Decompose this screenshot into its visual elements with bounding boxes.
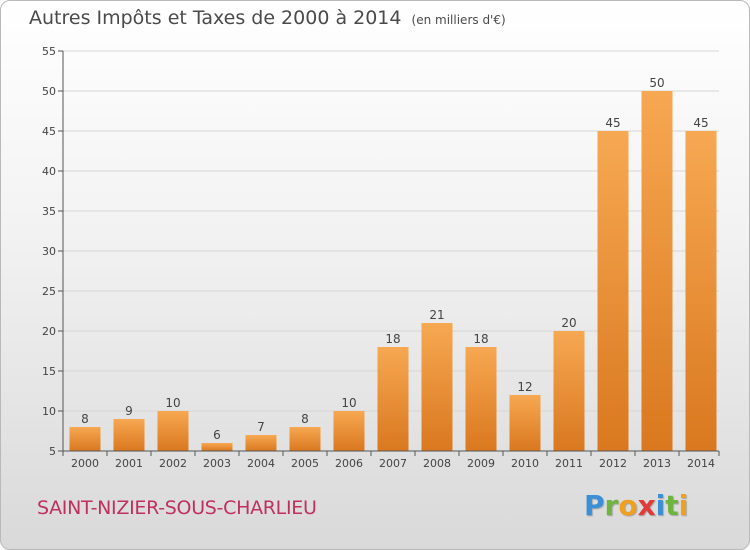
bars [69,91,717,451]
commune-name: SAINT-NIZIER-SOUS-CHARLIEU [37,497,317,519]
y-tick-label: 30 [42,245,56,258]
proxiti-logo: Proxiti [584,489,688,522]
logo-letter: i [655,489,666,522]
bar-2000 [69,427,101,451]
value-label-2014: 45 [693,116,708,130]
x-tick-label-2009: 2009 [467,457,495,470]
bar-2010 [509,395,541,451]
x-tick-label-2002: 2002 [159,457,187,470]
x-tick-label-2003: 2003 [203,457,231,470]
x-tick-label-2005: 2005 [291,457,319,470]
logo-letter: i [678,489,689,522]
x-tick-label-2006: 2006 [335,457,363,470]
y-tick-label: 55 [42,45,56,58]
y-tick-label: 5 [49,445,56,458]
value-label-2008: 21 [429,308,444,322]
x-tick-label-2014: 2014 [687,457,715,470]
logo-letter: x [637,489,656,522]
bar-2013 [641,91,673,451]
x-tick-label-2010: 2010 [511,457,539,470]
y-tick-label: 45 [42,125,56,138]
bar-2003 [201,443,233,451]
value-label-2010: 12 [517,380,532,394]
y-tick-label: 40 [42,165,56,178]
value-label-2007: 18 [385,332,400,346]
x-tick-label-2013: 2013 [643,457,671,470]
chart-unit: (en milliers d'€) [411,13,506,27]
y-tick-label: 10 [42,405,56,418]
bar-2001 [113,419,145,451]
bar-2007 [377,347,409,451]
x-tick-label-2000: 2000 [71,457,99,470]
x-tick-label-2012: 2012 [599,457,627,470]
labels: 5 10 15 20 25 30 35 40 45 50 55 8 2000 9 2001 10 2002 6 20… [42,45,715,470]
bar-2012 [597,131,629,451]
logo-letter: r [604,489,619,522]
bar-2006 [333,411,365,451]
value-label-2006: 10 [341,396,356,410]
value-label-2000: 8 [81,412,89,426]
bar-2011 [553,331,585,451]
x-tick-label-2001: 2001 [115,457,143,470]
bar-2008 [421,323,453,451]
y-tick-label: 15 [42,365,56,378]
bar-2014 [685,131,717,451]
logo-letter: o [618,489,638,522]
y-tick-label: 50 [42,85,56,98]
value-label-2009: 18 [473,332,488,346]
value-label-2013: 50 [649,76,664,90]
value-label-2001: 9 [125,404,133,418]
x-tick-label-2011: 2011 [555,457,583,470]
value-label-2005: 8 [301,412,309,426]
value-label-2011: 20 [561,316,576,330]
bar-2004 [245,435,277,451]
bar-2002 [157,411,189,451]
x-tick-label-2007: 2007 [379,457,407,470]
axes [58,50,720,456]
bar-2005 [289,427,321,451]
value-label-2004: 7 [257,420,265,434]
y-tick-label: 35 [42,205,56,218]
logo-letter: t [665,489,679,522]
x-tick-label-2008: 2008 [423,457,451,470]
y-tick-label: 20 [42,325,56,338]
bar-2009 [465,347,497,451]
value-label-2002: 10 [165,396,180,410]
chart-title-text: Autres Impôts et Taxes de 2000 à 2014 [29,7,402,29]
value-label-2012: 45 [605,116,620,130]
logo-letter: P [584,489,605,522]
chart-title: Autres Impôts et Taxes de 2000 à 2014 (e… [29,7,506,29]
y-tick-label: 25 [42,285,56,298]
x-tick-label-2004: 2004 [247,457,275,470]
value-label-2003: 6 [213,428,221,442]
